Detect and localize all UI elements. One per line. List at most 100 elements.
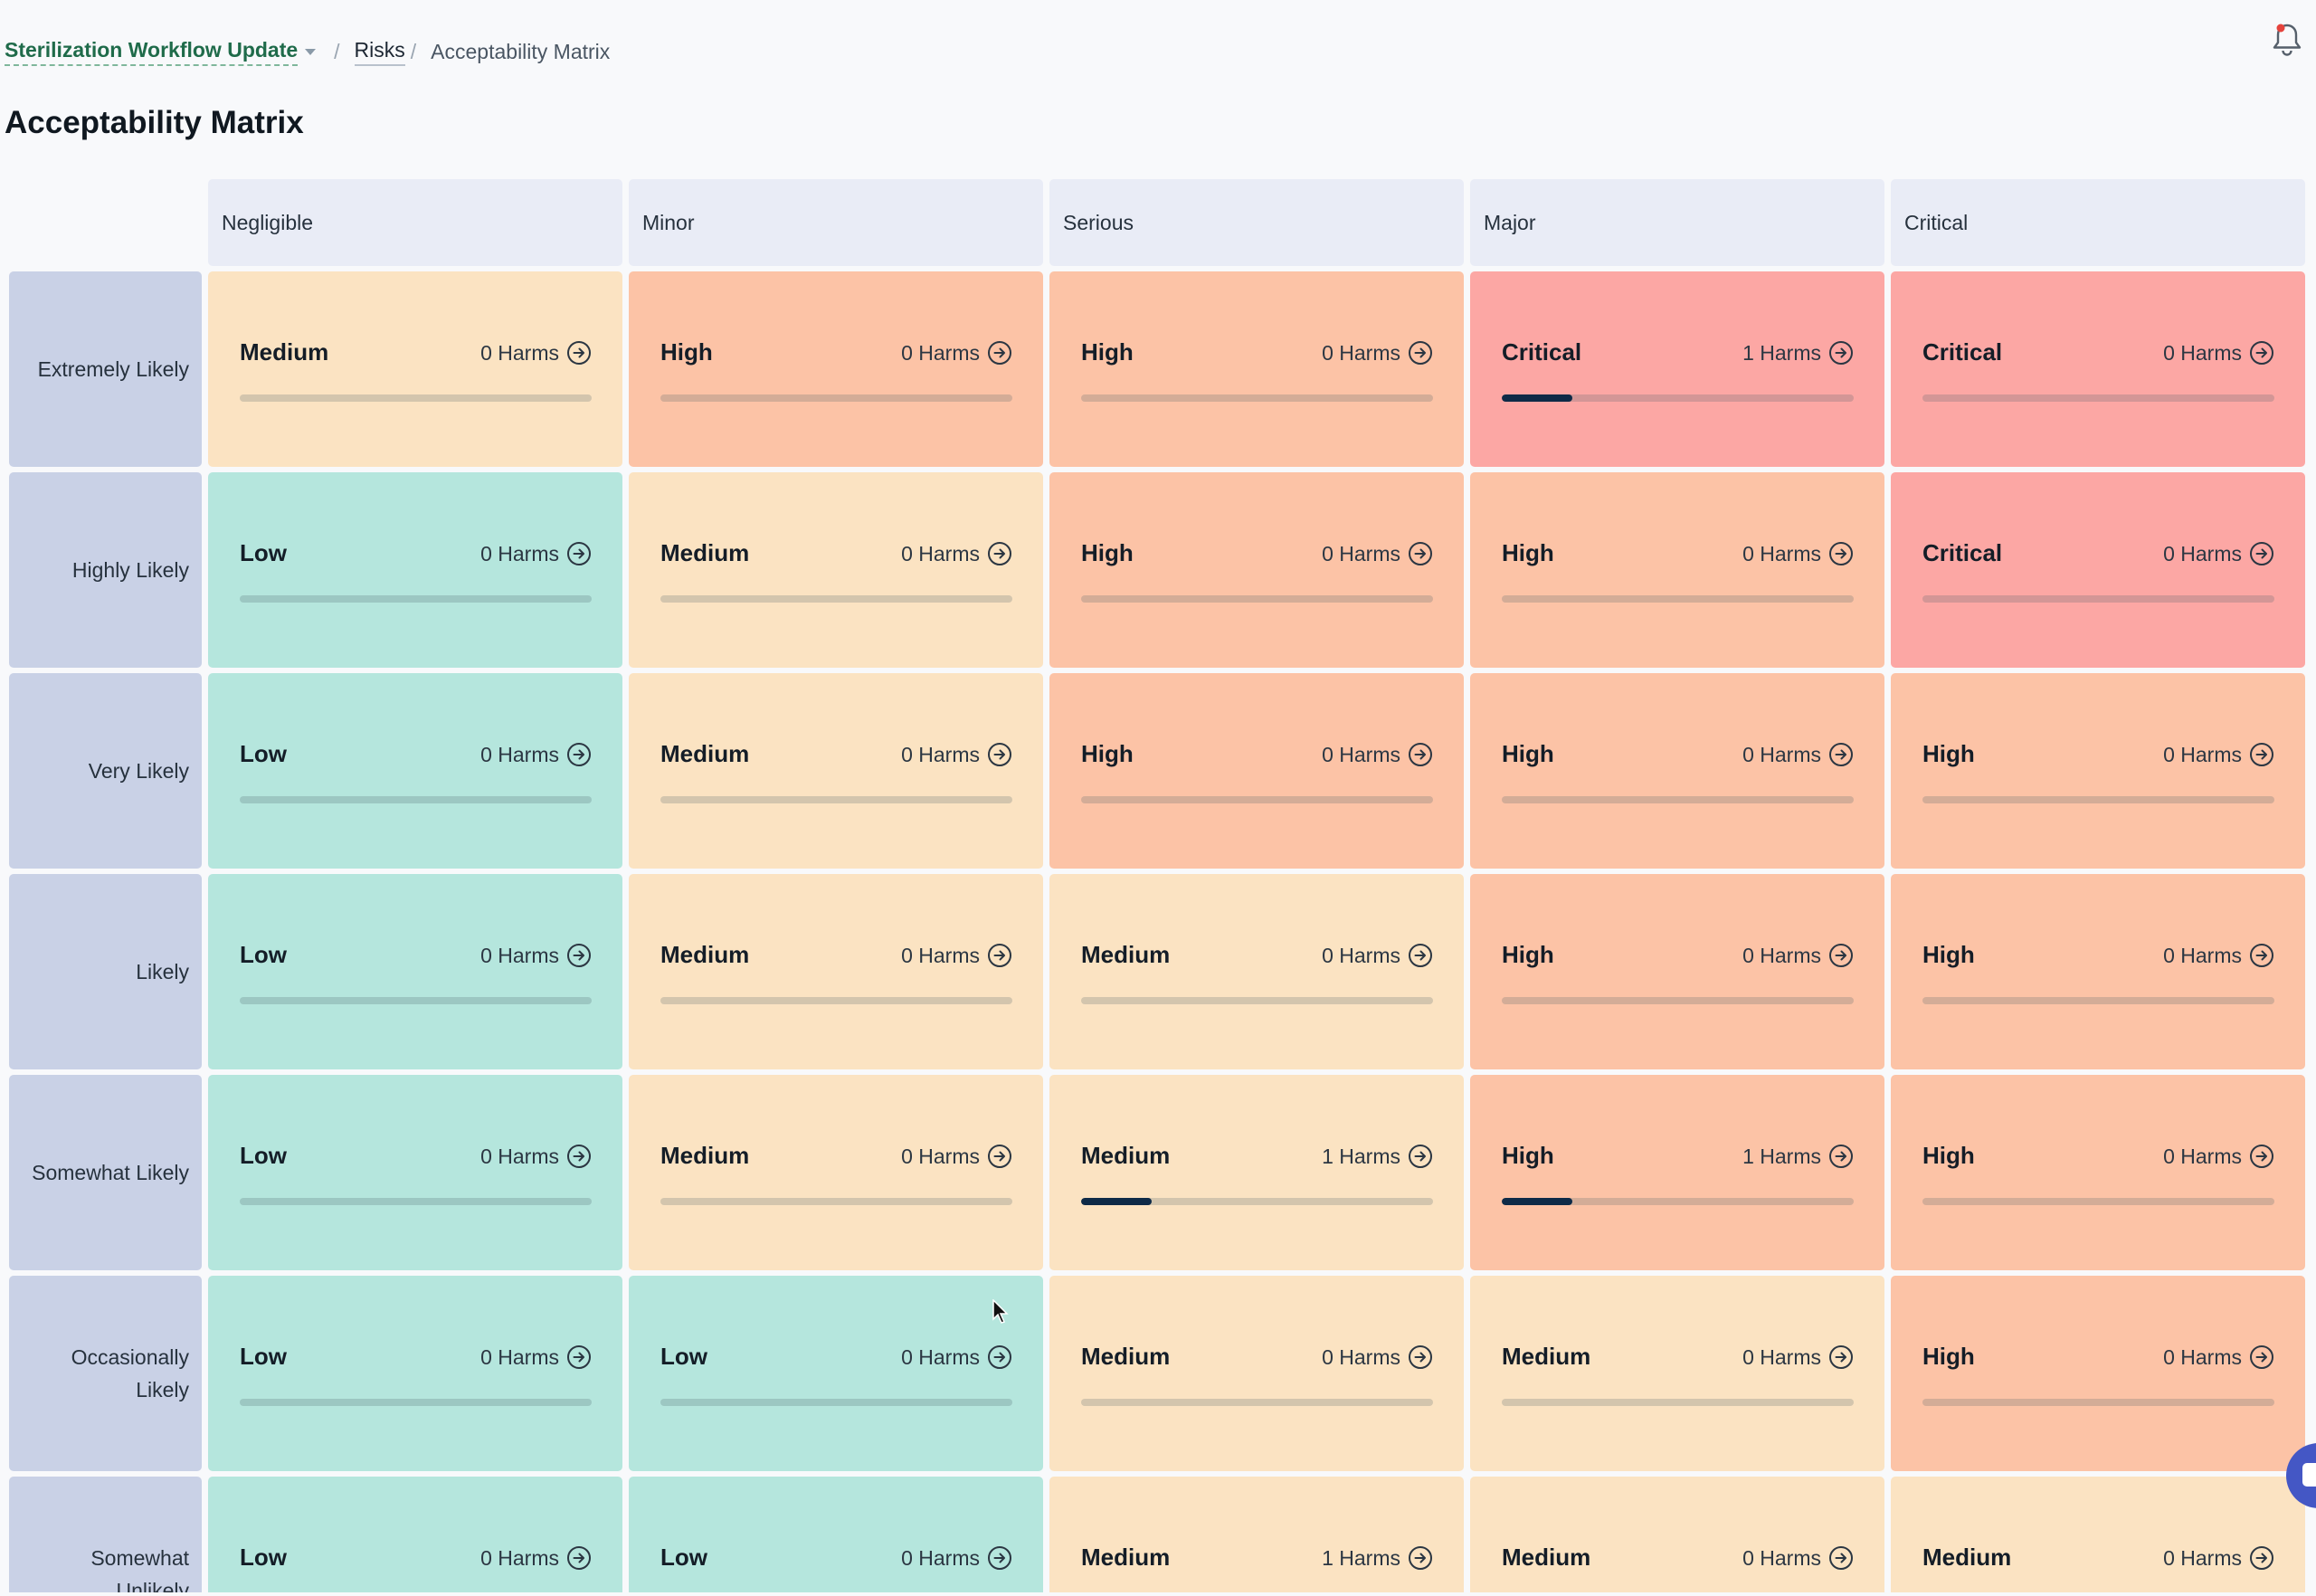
harms-link[interactable]: 0 Harms bbox=[480, 1344, 592, 1371]
harms-link[interactable]: 0 Harms bbox=[480, 1544, 592, 1572]
harms-link[interactable]: 0 Harms bbox=[901, 339, 1012, 366]
risk-cell[interactable]: High 0 Harms bbox=[1891, 874, 2305, 1069]
risk-cell[interactable]: High 0 Harms bbox=[1470, 472, 1884, 668]
risk-cell[interactable]: Medium 1 Harms bbox=[1049, 1477, 1464, 1592]
arrow-circle-right-icon[interactable] bbox=[1828, 340, 1854, 366]
harms-link[interactable]: 0 Harms bbox=[1322, 339, 1433, 366]
harms-link[interactable]: 0 Harms bbox=[1322, 1344, 1433, 1371]
arrow-circle-right-icon[interactable] bbox=[1408, 340, 1433, 366]
risk-cell[interactable]: Low 0 Harms bbox=[208, 1477, 622, 1592]
harms-link[interactable]: 1 Harms bbox=[1322, 1143, 1433, 1170]
risk-cell[interactable]: High 1 Harms bbox=[1470, 1075, 1884, 1270]
breadcrumb-project-link[interactable]: Sterilization Workflow Update bbox=[5, 38, 299, 66]
risk-cell[interactable]: High 0 Harms bbox=[1049, 271, 1464, 467]
arrow-circle-right-icon[interactable] bbox=[566, 742, 592, 767]
risk-cell[interactable]: Low 0 Harms bbox=[208, 1276, 622, 1471]
harms-link[interactable]: 0 Harms bbox=[480, 339, 592, 366]
risk-cell[interactable]: Medium 0 Harms bbox=[1049, 1276, 1464, 1471]
risk-cell[interactable]: Low 0 Harms bbox=[629, 1276, 1043, 1471]
arrow-circle-right-icon[interactable] bbox=[1828, 1344, 1854, 1370]
arrow-circle-right-icon[interactable] bbox=[2249, 541, 2274, 566]
arrow-circle-right-icon[interactable] bbox=[1828, 1144, 1854, 1169]
bell-icon[interactable] bbox=[2269, 20, 2305, 60]
risk-cell[interactable]: High 0 Harms bbox=[1891, 673, 2305, 869]
arrow-circle-right-icon[interactable] bbox=[566, 943, 592, 968]
harms-link[interactable]: 0 Harms bbox=[2163, 741, 2274, 768]
arrow-circle-right-icon[interactable] bbox=[987, 742, 1012, 767]
risk-cell[interactable]: Medium 0 Harms bbox=[629, 673, 1043, 869]
risk-cell[interactable]: Critical 1 Harms bbox=[1470, 271, 1884, 467]
harms-link[interactable]: 0 Harms bbox=[2163, 1544, 2274, 1572]
risk-cell[interactable]: Medium 0 Harms bbox=[1891, 1477, 2305, 1592]
harms-link[interactable]: 0 Harms bbox=[1742, 741, 1854, 768]
harms-link[interactable]: 0 Harms bbox=[1742, 1344, 1854, 1371]
arrow-circle-right-icon[interactable] bbox=[987, 943, 1012, 968]
arrow-circle-right-icon[interactable] bbox=[2249, 1545, 2274, 1571]
risk-cell[interactable]: Critical 0 Harms bbox=[1891, 472, 2305, 668]
harms-link[interactable]: 0 Harms bbox=[2163, 1344, 2274, 1371]
arrow-circle-right-icon[interactable] bbox=[1828, 943, 1854, 968]
arrow-circle-right-icon[interactable] bbox=[1408, 943, 1433, 968]
arrow-circle-right-icon[interactable] bbox=[566, 1545, 592, 1571]
arrow-circle-right-icon[interactable] bbox=[2249, 943, 2274, 968]
arrow-circle-right-icon[interactable] bbox=[2249, 340, 2274, 366]
harms-link[interactable]: 0 Harms bbox=[2163, 1143, 2274, 1170]
arrow-circle-right-icon[interactable] bbox=[1828, 541, 1854, 566]
arrow-circle-right-icon[interactable] bbox=[1408, 1144, 1433, 1169]
harms-link[interactable]: 0 Harms bbox=[901, 741, 1012, 768]
harms-link[interactable]: 1 Harms bbox=[1742, 339, 1854, 366]
arrow-circle-right-icon[interactable] bbox=[1408, 541, 1433, 566]
risk-cell[interactable]: High 0 Harms bbox=[1470, 673, 1884, 869]
harms-link[interactable]: 1 Harms bbox=[1322, 1544, 1433, 1572]
harms-link[interactable]: 0 Harms bbox=[901, 1544, 1012, 1572]
risk-cell[interactable]: Low 0 Harms bbox=[208, 874, 622, 1069]
arrow-circle-right-icon[interactable] bbox=[987, 1144, 1012, 1169]
harms-link[interactable]: 0 Harms bbox=[901, 1143, 1012, 1170]
arrow-circle-right-icon[interactable] bbox=[2249, 742, 2274, 767]
risk-cell[interactable]: Low 0 Harms bbox=[629, 1477, 1043, 1592]
harms-link[interactable]: 0 Harms bbox=[901, 942, 1012, 969]
harms-link[interactable]: 1 Harms bbox=[1742, 1143, 1854, 1170]
risk-cell[interactable]: Medium 0 Harms bbox=[1049, 874, 1464, 1069]
arrow-circle-right-icon[interactable] bbox=[987, 1545, 1012, 1571]
risk-cell[interactable]: High 0 Harms bbox=[1049, 472, 1464, 668]
risk-cell[interactable]: High 0 Harms bbox=[629, 271, 1043, 467]
arrow-circle-right-icon[interactable] bbox=[1828, 1545, 1854, 1571]
arrow-circle-right-icon[interactable] bbox=[987, 340, 1012, 366]
risk-cell[interactable]: Medium 0 Harms bbox=[208, 271, 622, 467]
risk-cell[interactable]: Medium 0 Harms bbox=[1470, 1276, 1884, 1471]
arrow-circle-right-icon[interactable] bbox=[1408, 1344, 1433, 1370]
risk-cell[interactable]: Medium 0 Harms bbox=[629, 1075, 1043, 1270]
harms-link[interactable]: 0 Harms bbox=[901, 540, 1012, 567]
arrow-circle-right-icon[interactable] bbox=[566, 1344, 592, 1370]
risk-cell[interactable]: Low 0 Harms bbox=[208, 673, 622, 869]
arrow-circle-right-icon[interactable] bbox=[987, 541, 1012, 566]
risk-cell[interactable]: Medium 0 Harms bbox=[629, 472, 1043, 668]
risk-cell[interactable]: Low 0 Harms bbox=[208, 472, 622, 668]
harms-link[interactable]: 0 Harms bbox=[480, 540, 592, 567]
harms-link[interactable]: 0 Harms bbox=[2163, 339, 2274, 366]
harms-link[interactable]: 0 Harms bbox=[1322, 741, 1433, 768]
risk-cell[interactable]: Medium 0 Harms bbox=[1470, 1477, 1884, 1592]
risk-cell[interactable]: High 0 Harms bbox=[1891, 1075, 2305, 1270]
chevron-down-icon[interactable] bbox=[305, 48, 317, 55]
arrow-circle-right-icon[interactable] bbox=[1828, 742, 1854, 767]
risk-cell[interactable]: High 0 Harms bbox=[1470, 874, 1884, 1069]
harms-link[interactable]: 0 Harms bbox=[2163, 942, 2274, 969]
breadcrumb-risks-link[interactable]: Risks bbox=[354, 38, 405, 66]
harms-link[interactable]: 0 Harms bbox=[1742, 540, 1854, 567]
arrow-circle-right-icon[interactable] bbox=[1408, 1545, 1433, 1571]
risk-cell[interactable]: Critical 0 Harms bbox=[1891, 271, 2305, 467]
risk-cell[interactable]: Low 0 Harms bbox=[208, 1075, 622, 1270]
arrow-circle-right-icon[interactable] bbox=[987, 1344, 1012, 1370]
harms-link[interactable]: 0 Harms bbox=[480, 1143, 592, 1170]
harms-link[interactable]: 0 Harms bbox=[1742, 1544, 1854, 1572]
arrow-circle-right-icon[interactable] bbox=[566, 541, 592, 566]
harms-link[interactable]: 0 Harms bbox=[901, 1344, 1012, 1371]
arrow-circle-right-icon[interactable] bbox=[2249, 1144, 2274, 1169]
risk-cell[interactable]: High 0 Harms bbox=[1049, 673, 1464, 869]
arrow-circle-right-icon[interactable] bbox=[566, 1144, 592, 1169]
risk-cell[interactable]: Medium 1 Harms bbox=[1049, 1075, 1464, 1270]
harms-link[interactable]: 0 Harms bbox=[1742, 942, 1854, 969]
risk-cell[interactable]: High 0 Harms bbox=[1891, 1276, 2305, 1471]
